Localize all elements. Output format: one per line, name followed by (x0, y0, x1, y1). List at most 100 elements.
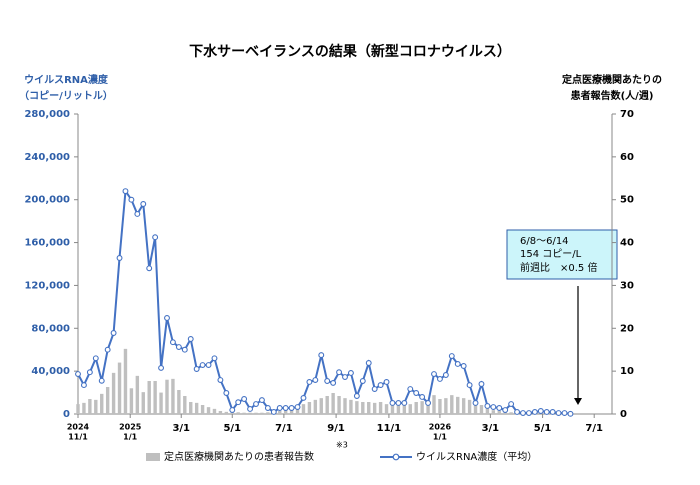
bar (402, 402, 407, 414)
x-tick-label: 5/1 (223, 423, 241, 434)
bar (266, 412, 270, 414)
line-marker (478, 381, 485, 387)
bar (94, 399, 98, 414)
bar (367, 402, 371, 414)
bar (242, 412, 246, 414)
line-marker (75, 371, 81, 377)
bar (289, 408, 294, 414)
line (77, 188, 571, 415)
bar (218, 411, 223, 414)
line-marker (442, 372, 449, 378)
bar (491, 410, 496, 414)
line-marker (377, 382, 384, 389)
bar (135, 375, 140, 414)
line-marker (371, 386, 378, 392)
line-marker (264, 405, 271, 411)
line-marker (306, 379, 313, 385)
line-marker (413, 390, 420, 396)
line-marker (134, 211, 141, 217)
line-marker (537, 408, 544, 414)
annotation-text: 前週比 ×0.5 倍 (520, 261, 597, 274)
y2-tick-label: 70 (620, 109, 634, 120)
legend-label: 定点医療機関あたりの患者報告数 (164, 450, 314, 463)
y-tick-label: 200,000 (24, 195, 70, 206)
line-marker (561, 410, 568, 416)
y2-tick-label: 0 (620, 409, 627, 420)
bar (105, 387, 110, 414)
bar (212, 408, 217, 414)
bar (426, 399, 430, 414)
y2-tick-label: 60 (620, 152, 634, 163)
bar (509, 412, 513, 414)
y2-tick-label: 40 (620, 238, 634, 249)
line-marker (193, 366, 200, 372)
bar (390, 402, 395, 414)
line-marker (419, 394, 426, 400)
bar (343, 398, 347, 414)
line-marker (181, 346, 188, 353)
bar (159, 392, 163, 414)
bar (100, 393, 104, 414)
bar (313, 399, 318, 414)
y-tick-label: 0 (63, 409, 70, 420)
line-marker (543, 409, 550, 415)
legend-label: ウイルスRNA濃度（平均） (416, 450, 537, 463)
line-marker (253, 401, 259, 407)
line-marker (555, 410, 562, 416)
annotation-box (506, 229, 618, 280)
line-marker (92, 355, 99, 362)
x-tick-label: 3/1 (172, 423, 190, 434)
annotation-arrowhead (574, 398, 582, 405)
line-marker (86, 369, 93, 376)
bar (372, 402, 377, 414)
line-marker (431, 371, 437, 377)
line-marker (80, 382, 87, 389)
bar (349, 399, 353, 414)
line-marker (169, 339, 176, 346)
line-marker (205, 362, 212, 368)
y-tick-label: 120,000 (24, 280, 70, 291)
line-marker (116, 255, 123, 261)
bar (206, 407, 211, 414)
line-marker (140, 201, 147, 207)
line-marker (365, 360, 372, 366)
line-marker (312, 377, 319, 383)
bar (224, 411, 229, 414)
y-axis-label: ウイルスRNA濃度 (24, 73, 109, 86)
bar (479, 405, 484, 414)
line-marker (401, 400, 408, 406)
bar (456, 396, 460, 414)
x-tick-label: 7/1 (275, 423, 293, 434)
line-marker (347, 370, 354, 376)
bar (432, 395, 436, 414)
line-marker (288, 405, 295, 411)
bar (461, 398, 466, 414)
line-marker (282, 405, 289, 411)
bar (408, 404, 412, 414)
chart-title: 下水サーベイランスの結果（新型コロナウイルス） (189, 43, 511, 60)
line-marker (531, 409, 538, 415)
line-marker (330, 379, 337, 386)
bar (147, 381, 151, 414)
line-marker (549, 409, 556, 415)
bar (76, 404, 80, 414)
y-tick-label: 160,000 (24, 238, 70, 249)
bar (153, 381, 157, 414)
line-marker (110, 330, 117, 336)
x-tick-label: 3/1 (482, 423, 500, 434)
y-tick-label: 280,000 (24, 109, 70, 120)
bar (111, 372, 116, 414)
line-marker (336, 369, 343, 376)
line-marker (407, 386, 414, 392)
bar (278, 411, 282, 414)
line-marker (502, 407, 509, 413)
bar (450, 395, 454, 414)
line-marker (258, 397, 265, 404)
x-tick-label: 7/1 (585, 423, 603, 434)
x-tick-label: 1/1 (433, 433, 447, 442)
line-marker (146, 265, 153, 272)
bar (230, 412, 234, 414)
x-tick-label: 5/1 (534, 423, 552, 434)
